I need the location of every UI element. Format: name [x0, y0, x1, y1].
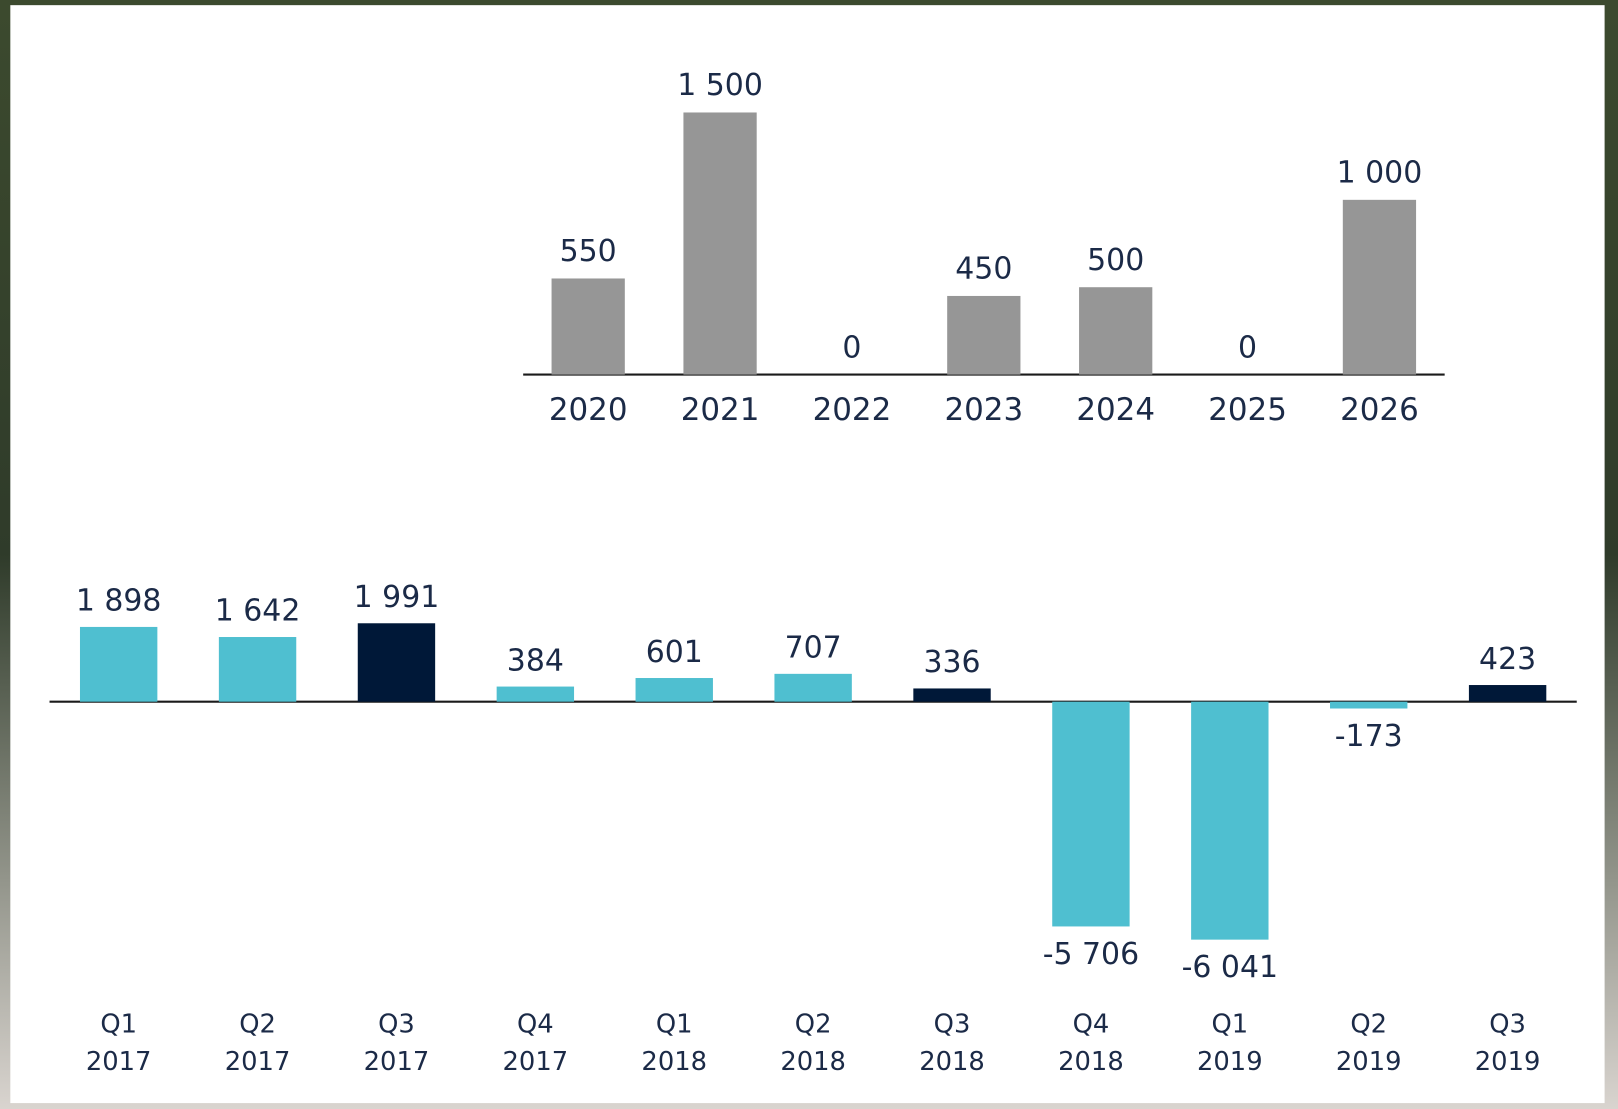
- x-tick-label: Q4 2017: [503, 1009, 569, 1076]
- x-tick-label-line: 2017: [225, 1046, 291, 1076]
- value-label: 1 000: [1337, 156, 1423, 191]
- x-tick-label: Q1 2017: [86, 1009, 152, 1076]
- x-tick-label: Q2 2019: [1336, 1009, 1402, 1076]
- value-label: -6 041: [1182, 950, 1278, 985]
- x-tick-label-line: Q2: [1350, 1009, 1387, 1039]
- value-label: 423: [1479, 642, 1536, 677]
- value-label: 384: [507, 643, 564, 678]
- bar: [357, 623, 436, 702]
- x-tick-label: Q2 2018: [780, 1009, 846, 1076]
- x-tick-label: Q3 2017: [364, 1009, 430, 1076]
- value-label: 450: [955, 252, 1012, 287]
- x-tick-label-line: Q4: [1073, 1009, 1110, 1039]
- x-tick-label: Q3 2019: [1475, 1009, 1541, 1076]
- x-tick-label-line: 2017: [364, 1046, 430, 1076]
- bar: [947, 295, 1021, 375]
- x-tick-label-line: Q4: [517, 1009, 554, 1039]
- x-tick-label: 2022: [813, 392, 892, 428]
- x-tick-label-line: Q1: [656, 1009, 693, 1039]
- bar: [79, 626, 158, 702]
- bar: [1079, 287, 1153, 375]
- value-label: -5 706: [1043, 937, 1139, 972]
- value-label: 1 500: [677, 68, 763, 103]
- value-label: 0: [842, 330, 861, 365]
- x-tick-label-line: Q3: [934, 1009, 971, 1039]
- x-tick-label: 2025: [1208, 392, 1287, 428]
- x-tick-label-line: Q3: [378, 1009, 415, 1039]
- x-tick-label: Q3 2018: [919, 1009, 985, 1076]
- value-label: 1 991: [354, 580, 440, 615]
- bar: [1330, 701, 1408, 709]
- x-tick-label: 2020: [549, 392, 628, 428]
- x-tick-label-line: 2018: [919, 1046, 985, 1076]
- bar: [913, 688, 991, 702]
- bar: [1468, 685, 1547, 702]
- value-label: 550: [560, 234, 617, 269]
- x-tick-label: 2023: [944, 392, 1023, 428]
- x-tick-label: Q1 2019: [1197, 1009, 1263, 1076]
- x-tick-label-line: 2019: [1336, 1046, 1402, 1076]
- x-tick-label-line: Q1: [100, 1009, 137, 1039]
- x-tick-label-line: Q2: [795, 1009, 832, 1039]
- x-tick-label: 2024: [1076, 392, 1155, 428]
- bar: [774, 673, 852, 702]
- bar: [496, 686, 575, 702]
- x-tick-label: Q4 2018: [1058, 1009, 1124, 1076]
- x-tick-label-line: 2017: [86, 1046, 152, 1076]
- x-tick-label-line: Q3: [1489, 1009, 1526, 1039]
- x-tick-label-line: 2017: [503, 1046, 569, 1076]
- value-label: -173: [1335, 719, 1403, 754]
- x-tick-label-line: 2019: [1197, 1046, 1263, 1076]
- panel: [10, 5, 1605, 1104]
- value-label: 336: [923, 645, 980, 680]
- bar: [635, 678, 713, 702]
- x-tick-label-line: 2018: [780, 1046, 846, 1076]
- value-label: 601: [646, 635, 703, 670]
- bar: [1191, 701, 1269, 940]
- value-label: 500: [1087, 243, 1144, 278]
- bar: [683, 112, 757, 375]
- x-tick-label: Q2 2017: [225, 1009, 291, 1076]
- x-tick-label-line: 2018: [641, 1046, 707, 1076]
- content: 550 2020 1 500 2021 0 2022 450 2023 500 2024 0 2025…: [10, 5, 1605, 1104]
- value-label: 707: [785, 631, 842, 666]
- value-label: 1 642: [215, 594, 301, 629]
- value-label: 1 898: [76, 584, 162, 619]
- bar: [1342, 199, 1417, 375]
- x-tick-label-line: 2018: [1058, 1046, 1124, 1076]
- x-tick-label-line: 2019: [1475, 1046, 1541, 1076]
- bar: [218, 637, 297, 702]
- x-tick-label: Q1 2018: [641, 1009, 707, 1076]
- x-tick-label: 2021: [681, 392, 760, 428]
- bar: [551, 278, 625, 375]
- x-tick-label-line: Q1: [1211, 1009, 1248, 1039]
- x-tick-label: 2026: [1340, 392, 1419, 428]
- value-label: 0: [1238, 330, 1257, 365]
- x-tick-label-line: Q2: [239, 1009, 276, 1039]
- bar: [1052, 701, 1130, 927]
